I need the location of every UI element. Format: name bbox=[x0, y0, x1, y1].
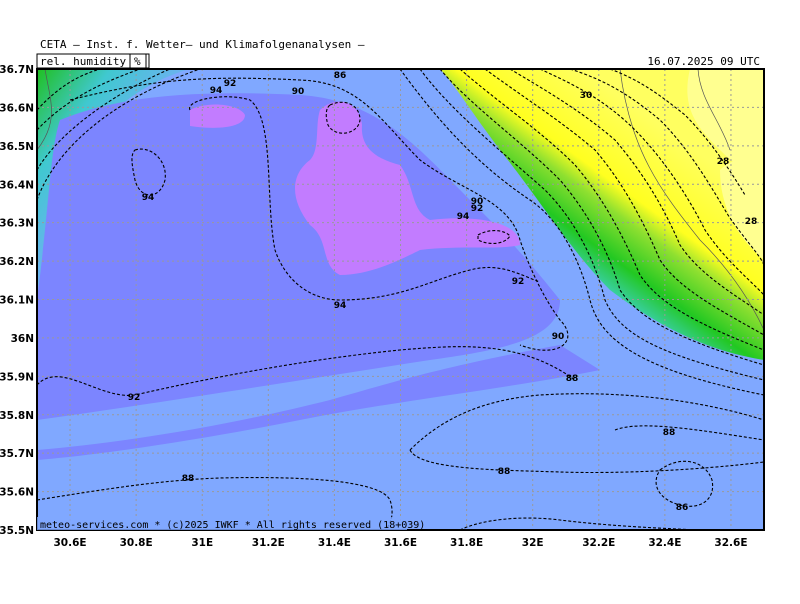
lon-label: 32.2E bbox=[582, 537, 615, 549]
lat-label: 36.7N bbox=[0, 64, 34, 76]
contour-label: 94 bbox=[457, 212, 470, 222]
parameter: rel. humidity bbox=[40, 55, 126, 68]
lat-label: 36.5N bbox=[0, 141, 34, 153]
contour-label: 86 bbox=[676, 503, 689, 513]
contour-label: 88 bbox=[663, 428, 676, 438]
lat-label: 35.9N bbox=[0, 371, 34, 383]
contour-label: 94 bbox=[142, 193, 155, 203]
copyright: meteo-services.com * (c)2025 IWKF * All … bbox=[40, 520, 425, 531]
contour-label: 90 bbox=[471, 197, 484, 207]
contour-label: 92 bbox=[128, 393, 141, 403]
contour-label: 94 bbox=[334, 301, 347, 311]
contour-label: 88 bbox=[566, 374, 579, 384]
contour-label: 90 bbox=[552, 332, 565, 342]
contour-label: 30 bbox=[580, 91, 593, 101]
graticule bbox=[37, 69, 764, 530]
contour-label: 92 bbox=[512, 277, 525, 287]
lat-label: 35.7N bbox=[0, 448, 34, 460]
contour-label: 88 bbox=[498, 467, 511, 477]
contour-label: 92 bbox=[471, 204, 484, 214]
lon-label: 32.4E bbox=[648, 537, 681, 549]
lat-label: 35.5N bbox=[0, 525, 34, 537]
contour-label: 28 bbox=[745, 217, 758, 227]
contour-label: 86 bbox=[334, 71, 347, 81]
valid-time: 16.07.2025 09 UTC bbox=[647, 55, 760, 68]
contour-label: 28 bbox=[717, 157, 730, 167]
contour-label: 88 bbox=[182, 474, 195, 484]
lon-label: 31.2E bbox=[252, 537, 285, 549]
lon-label: 30.8E bbox=[120, 537, 153, 549]
contour-label: 90 bbox=[292, 87, 305, 97]
footer-bg bbox=[37, 517, 407, 530]
unit: % bbox=[134, 55, 141, 68]
lat-label: 36.2N bbox=[0, 256, 34, 268]
lat-label: 36.6N bbox=[0, 102, 34, 114]
lon-label: 32E bbox=[522, 537, 544, 549]
lat-label: 36N bbox=[11, 333, 34, 345]
lat-label: 35.6N bbox=[0, 487, 34, 499]
lon-label: 31.4E bbox=[318, 537, 351, 549]
lat-label: 36.3N bbox=[0, 218, 34, 230]
contour-label: 92 bbox=[224, 79, 237, 89]
header-title: CETA — Inst. f. Wetter— und Klimafolgena… bbox=[40, 38, 365, 51]
lon-label: 30.6E bbox=[53, 537, 86, 549]
lon-label: 31E bbox=[191, 537, 213, 549]
lon-label: 31.6E bbox=[384, 537, 417, 549]
contour-label: 94 bbox=[210, 86, 223, 96]
lat-label: 36.1N bbox=[0, 295, 34, 307]
lat-label: 36.4N bbox=[0, 179, 34, 191]
lat-label: 35.8N bbox=[0, 410, 34, 422]
lon-label: 31.8E bbox=[450, 537, 483, 549]
lon-label: 32.6E bbox=[714, 537, 747, 549]
